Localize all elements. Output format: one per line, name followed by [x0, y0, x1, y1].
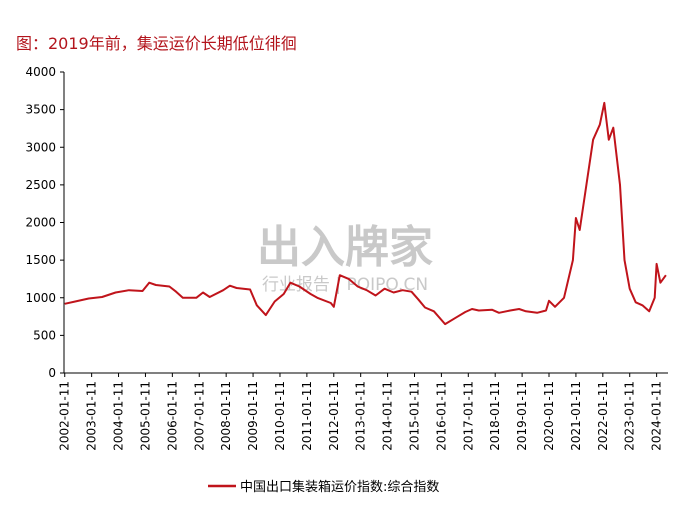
x-tick-label: 2009-01-11	[246, 381, 260, 451]
y-tick-label: 2500	[25, 178, 56, 192]
x-tick-label: 2005-01-11	[138, 381, 152, 451]
x-tick-label: 2020-01-11	[542, 381, 556, 451]
x-tick-label: 2021-01-11	[569, 381, 583, 451]
x-tick-label: 2006-01-11	[165, 381, 179, 451]
x-tick-label: 2012-01-11	[327, 381, 341, 451]
y-tick-label: 1000	[25, 291, 56, 305]
series-line	[64, 101, 667, 326]
x-tick-label: 2007-01-11	[192, 381, 206, 451]
x-tick-label: 2010-01-11	[273, 381, 287, 451]
y-tick-label: 4000	[25, 65, 56, 79]
watermark-main: 出入牌家	[257, 222, 433, 273]
watermark: 出入牌家 行业报告 | POIPO.CN	[257, 222, 433, 295]
y-tick-label: 3500	[25, 103, 56, 117]
x-tick-label: 2019-01-11	[515, 381, 529, 451]
x-tick-label: 2024-01-11	[650, 381, 664, 451]
x-tick-label: 2018-01-11	[488, 381, 502, 451]
y-tick-label: 0	[48, 366, 56, 380]
legend-label: 中国出口集装箱运价指数:综合指数	[240, 479, 439, 495]
legend: 中国出口集装箱运价指数:综合指数	[208, 479, 439, 495]
y-tick-label: 1500	[25, 253, 56, 267]
x-tick-label: 2013-01-11	[354, 381, 368, 451]
x-axis-ticks: 2002-01-11 2003-01-11 2004-01-11 2005-01-11…	[58, 373, 664, 451]
series-group	[64, 101, 667, 326]
x-tick-label: 2015-01-11	[407, 381, 421, 451]
x-tick-label: 2008-01-11	[219, 381, 233, 451]
x-tick-label: 2023-01-11	[623, 381, 637, 451]
x-tick-label: 2022-01-11	[596, 381, 610, 451]
x-tick-label: 2017-01-11	[461, 381, 475, 451]
x-tick-label: 2011-01-11	[300, 381, 314, 451]
x-tick-label: 2004-01-11	[112, 381, 126, 451]
y-tick-label: 2000	[25, 216, 56, 230]
y-axis-ticks: 0 500 1000 1500 2000 2500 3000 3500 4000	[25, 65, 64, 380]
y-tick-label: 3000	[25, 140, 56, 154]
x-tick-label: 2003-01-11	[85, 381, 99, 451]
x-tick-label: 2016-01-11	[434, 381, 448, 451]
chart-title: 图：2019年前，集运运价长期低位徘徊	[16, 34, 297, 53]
y-tick-label: 500	[33, 328, 56, 342]
x-tick-label: 2014-01-11	[381, 381, 395, 451]
x-tick-label: 2002-01-11	[58, 381, 72, 451]
